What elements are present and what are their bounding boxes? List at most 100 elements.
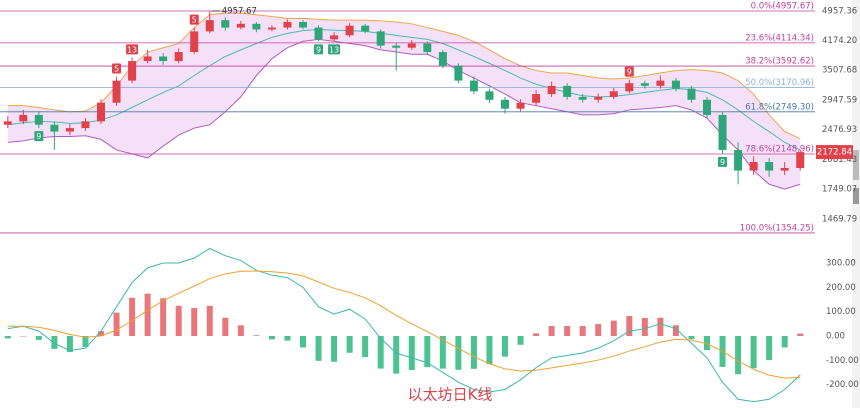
macd-bar — [160, 298, 167, 336]
candle-body — [252, 23, 261, 30]
macd-bar — [564, 326, 571, 336]
candle-body — [656, 80, 665, 86]
macd-bar — [35, 335, 42, 340]
macd-bar — [766, 335, 773, 361]
last-price-label: 2172.84 — [817, 148, 852, 158]
y-tick-label: 3507.68 — [822, 66, 857, 76]
candle-body — [640, 83, 649, 86]
y-tick-label: 2947.59 — [822, 95, 857, 105]
candle-body — [609, 91, 618, 97]
macd-bar — [455, 335, 462, 370]
macd-bar — [315, 335, 322, 361]
candle-body — [671, 80, 680, 89]
macd-bar — [362, 335, 369, 358]
candle-body — [547, 85, 556, 95]
y-tick-label: 200.00 — [826, 283, 856, 293]
macd-bar — [688, 335, 695, 340]
candle-body — [516, 102, 525, 109]
candle-body — [299, 21, 307, 28]
peak-label: 4957.67 — [222, 6, 257, 16]
macd-bar — [175, 305, 182, 336]
candle-body — [112, 80, 121, 103]
td-marker-label: 13 — [329, 45, 339, 54]
candle-body — [34, 114, 43, 125]
candle-body — [749, 162, 758, 171]
candle-body — [143, 56, 152, 62]
fib-label: 23.6%(4114.34) — [745, 33, 814, 43]
candle-body — [718, 114, 727, 150]
macd-bar — [144, 293, 151, 336]
candle-body — [81, 121, 90, 129]
candle-body — [330, 35, 339, 40]
fib-label: 50.0%(3170.96) — [745, 78, 814, 88]
td-marker — [34, 131, 44, 142]
candle-body — [19, 114, 28, 122]
fib-label: 38.2%(3592.62) — [745, 57, 814, 67]
candle-body — [780, 167, 789, 171]
macd-line — [7, 270, 801, 379]
macd-bar — [533, 333, 540, 336]
candle-body — [469, 80, 478, 92]
y-tick-label: -200.00 — [826, 380, 859, 390]
macd-bar — [735, 335, 742, 375]
macd-bar — [284, 335, 291, 341]
candle-body — [423, 43, 432, 53]
candle-body — [174, 52, 183, 62]
macd-bar — [704, 335, 710, 351]
macd-bar — [331, 335, 338, 362]
td-marker — [718, 156, 728, 167]
candle-body — [407, 43, 416, 48]
td-marker-label: 5 — [114, 65, 119, 74]
macd-bar — [424, 335, 431, 368]
macd-bar — [610, 320, 617, 336]
candle-body — [345, 25, 354, 36]
td-marker — [112, 63, 122, 74]
macd-bar — [595, 324, 602, 336]
td-marker — [126, 44, 139, 55]
macd-bar — [129, 297, 136, 336]
y-tick-label: 4957.36 — [822, 7, 857, 17]
fib-label: 0.0%(4957.67) — [751, 1, 814, 11]
y-tick-label: 1749.07 — [822, 185, 857, 195]
td-marker — [314, 44, 324, 55]
y-tick-label: 4174.20 — [822, 36, 857, 46]
macd-bar — [626, 316, 633, 336]
macd-bar — [66, 335, 73, 353]
candle-body — [501, 99, 509, 109]
candle-body — [485, 91, 494, 100]
candle-body — [578, 96, 587, 100]
macd-bar — [486, 335, 493, 365]
macd-bar — [206, 305, 213, 336]
macd-bar — [253, 335, 260, 336]
td-marker — [328, 44, 341, 55]
y-tick-label: 300.00 — [826, 259, 856, 269]
td-marker-label: 9 — [720, 158, 725, 167]
macd-bar — [98, 331, 104, 336]
candle-body — [594, 96, 603, 100]
macd-bar — [408, 335, 415, 371]
y-tick-label: 2476.93 — [822, 125, 857, 135]
candle-body — [361, 25, 370, 32]
macd-bar — [237, 325, 244, 336]
candle-body — [376, 31, 385, 46]
macd-bar — [750, 335, 757, 369]
macd-bar — [657, 317, 664, 336]
candle-body — [454, 65, 463, 81]
candle-body — [438, 52, 447, 66]
macd-bar — [470, 335, 477, 369]
y-tick-label: 1469.79 — [822, 214, 857, 224]
y-tick-label: 2081.43 — [822, 155, 857, 165]
candle-body — [687, 88, 696, 100]
candle-body — [625, 83, 634, 92]
macd-bar — [548, 326, 555, 336]
last-price-tag — [816, 145, 853, 160]
band-upper — [7, 12, 801, 140]
fib-label: 78.6%(2148.96) — [745, 144, 814, 154]
macd-bar — [517, 335, 524, 345]
macd-bar — [641, 317, 648, 336]
td-marker-label: 9 — [316, 45, 321, 54]
macd-bar — [300, 335, 306, 348]
candle-body — [221, 20, 230, 28]
candle-body — [205, 20, 214, 32]
